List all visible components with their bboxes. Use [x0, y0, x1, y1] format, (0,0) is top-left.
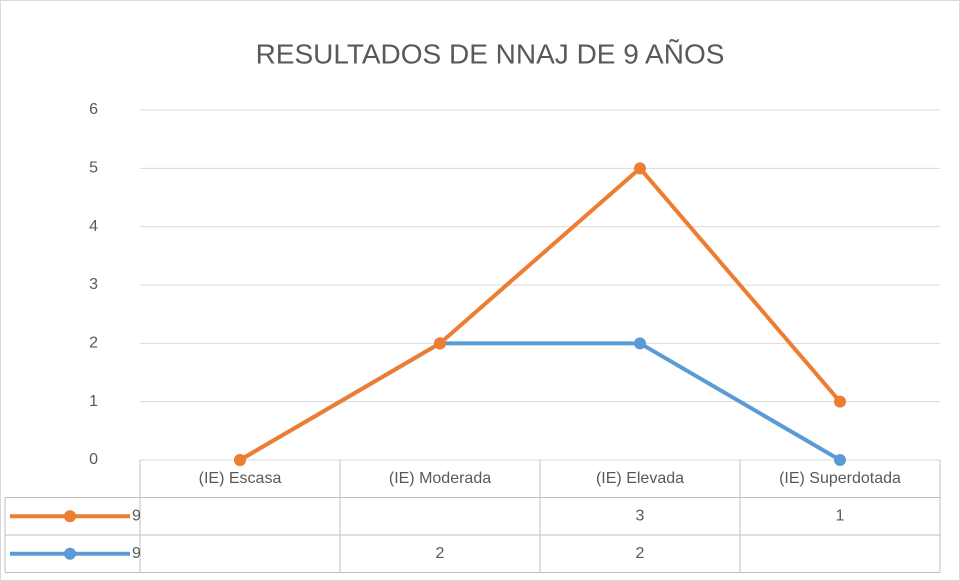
chart-title: RESULTADOS DE NNAJ DE 9 AÑOS	[256, 38, 725, 69]
legend-label: 9	[132, 545, 141, 562]
y-tick-label: 5	[89, 160, 98, 177]
y-tick-label: 6	[89, 101, 98, 118]
y-tick-label: 0	[89, 451, 98, 468]
table-value: 1	[836, 507, 845, 524]
y-tick-label: 2	[89, 335, 98, 352]
y-tick-label: 3	[89, 276, 98, 293]
marker	[234, 454, 246, 466]
table-value: 2	[636, 545, 645, 562]
line-segment	[638, 341, 842, 462]
legend-marker	[64, 547, 76, 560]
table-value: 2	[436, 545, 445, 562]
x-tick-label: (IE) Escasa	[199, 470, 282, 487]
x-tick-label: (IE) Elevada	[596, 470, 684, 487]
line-segment	[238, 341, 442, 462]
marker	[634, 162, 646, 175]
marker	[434, 337, 446, 350]
line-segment	[438, 166, 642, 346]
marker	[834, 454, 846, 466]
x-tick-label: (IE) Superdotada	[779, 470, 901, 487]
table-value: 3	[636, 507, 645, 524]
x-tick-label: (IE) Moderada	[389, 470, 491, 487]
line-segment	[638, 166, 842, 404]
legend-label: 9	[132, 507, 141, 524]
marker	[634, 337, 646, 350]
y-tick-label: 4	[89, 218, 98, 235]
y-tick-label: 1	[89, 393, 98, 410]
legend-marker	[64, 510, 76, 523]
marker	[834, 395, 846, 408]
